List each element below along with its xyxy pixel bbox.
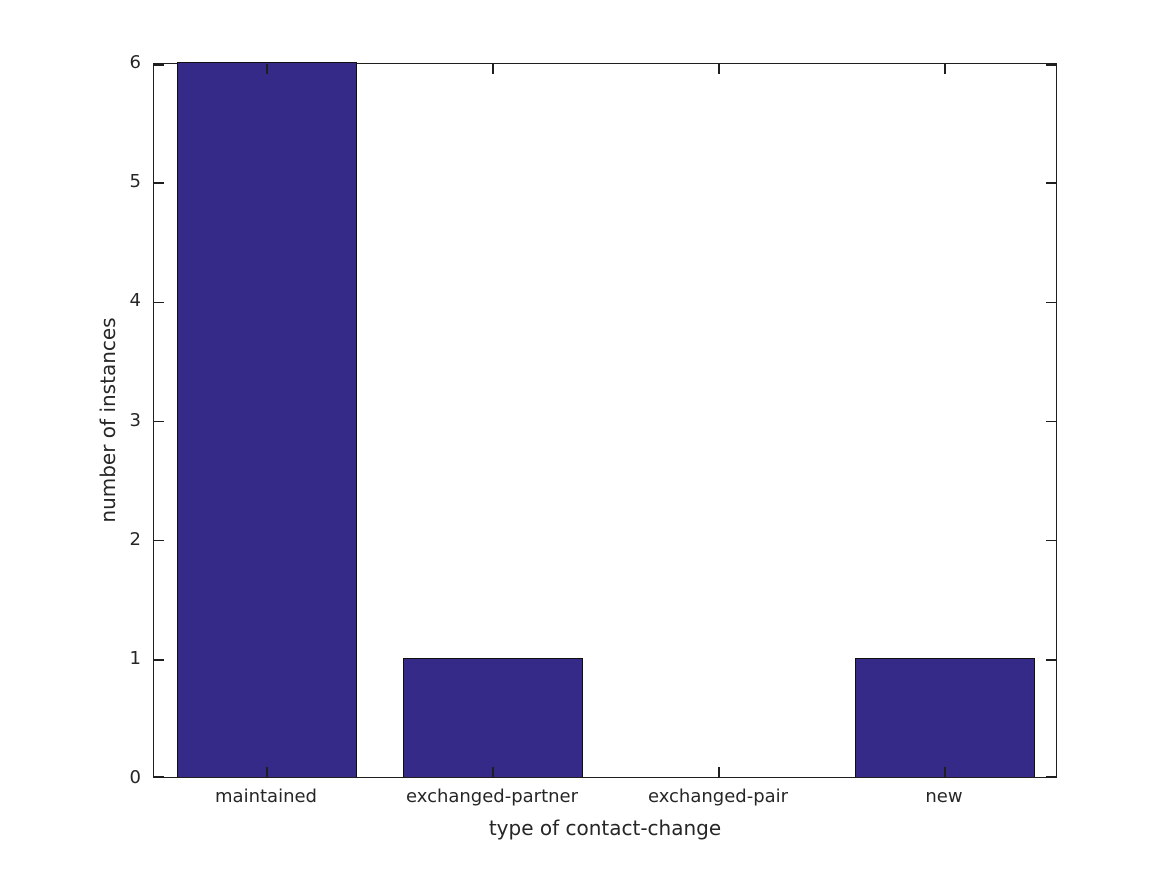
- x-axis-label: type of contact-change: [488, 816, 722, 840]
- y-tick-label-2: 2: [129, 528, 141, 550]
- y-tick-left: [154, 776, 164, 778]
- x-tick-top: [266, 64, 268, 74]
- x-tick-top: [492, 64, 494, 74]
- bar-new: [854, 657, 1036, 777]
- y-tick-right: [1046, 182, 1056, 184]
- y-tick-right: [1046, 776, 1056, 778]
- y-tick-left: [154, 420, 164, 423]
- x-tick-bottom: [266, 767, 268, 777]
- x-tick-label-exchanged-partner: exchanged-partner: [405, 786, 579, 807]
- y-tick-label-3: 3: [129, 409, 141, 431]
- y-tick-left: [154, 182, 164, 184]
- x-tick-bottom: [944, 767, 946, 777]
- x-tick-label-exchanged-pair: exchanged-pair: [647, 786, 789, 807]
- y-tick-right: [1046, 539, 1056, 542]
- x-tick-label-maintained: maintained: [215, 786, 317, 807]
- y-tick-label-0: 0: [129, 767, 141, 788]
- y-tick-label-4: 4: [129, 290, 141, 312]
- x-tick-label-new: new: [925, 786, 963, 807]
- y-tick-right: [1046, 64, 1056, 66]
- x-tick-top: [944, 64, 946, 74]
- y-tick-left: [154, 64, 164, 66]
- y-tick-left: [154, 539, 164, 542]
- bar-exchanged-partner: [402, 657, 584, 777]
- y-tick-label-5: 5: [129, 171, 141, 193]
- y-tick-right: [1046, 301, 1056, 304]
- y-tick-label-6: 6: [129, 52, 141, 73]
- x-tick-top: [718, 64, 720, 74]
- x-tick-bottom: [718, 767, 720, 777]
- plot-area: [153, 62, 1057, 778]
- y-tick-right: [1046, 420, 1056, 423]
- y-tick-left: [154, 659, 164, 661]
- y-tick-label-1: 1: [129, 647, 141, 669]
- bar-maintained: [176, 62, 358, 777]
- x-tick-bottom: [492, 767, 494, 777]
- y-tick-right: [1046, 659, 1056, 661]
- y-tick-left: [154, 301, 164, 304]
